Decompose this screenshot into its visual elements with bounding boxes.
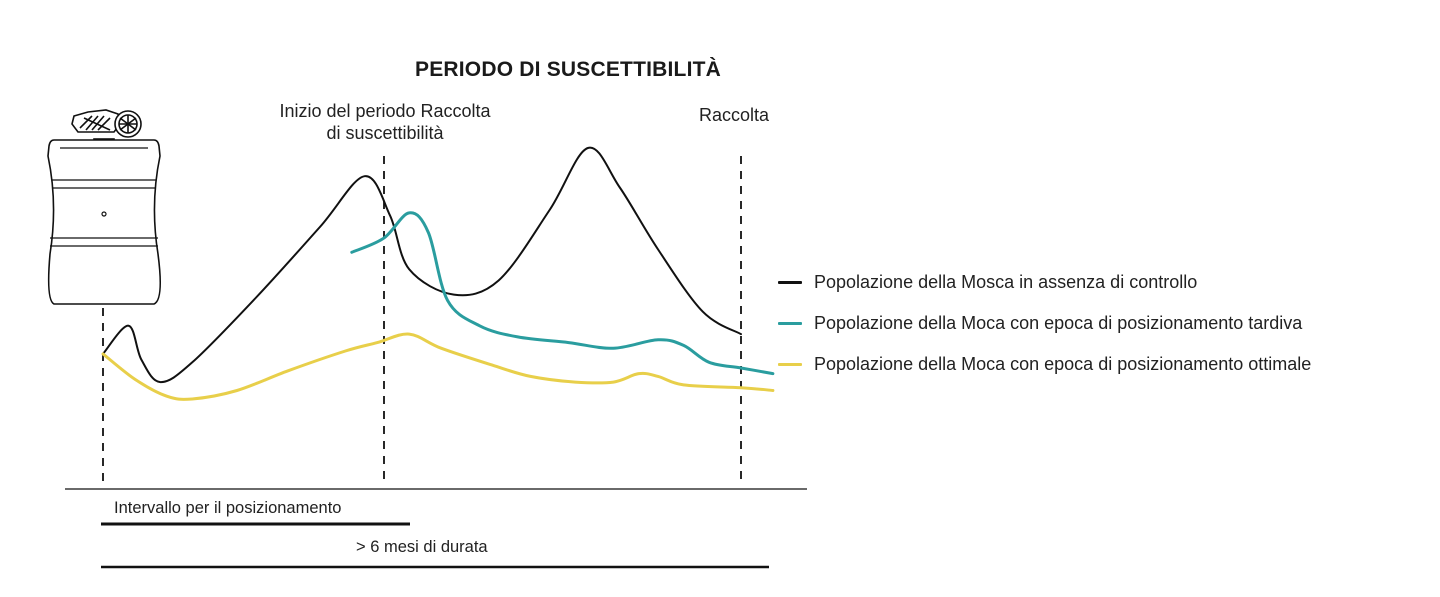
series-line-3 [101,332,775,401]
series-line-1 [102,146,742,384]
interval-label: Intervallo per il posizionamento [114,499,342,517]
legend-label: Popolazione della Moca con epoca di posi… [814,313,1303,333]
trap-icon [47,109,162,305]
legend-label: Popolazione della Moca con epoca di posi… [814,354,1312,374]
susceptibility-start-label: Inizio del periodo Raccolta di suscettibi… [240,100,530,144]
legend-label: Popolazione della Mosca in assenza di co… [814,272,1198,292]
legend: Popolazione della Mosca in assenza di co… [778,262,1311,385]
duration-label: > 6 mesi di durata [356,538,488,556]
legend-item: Popolazione della Moca con epoca di posi… [778,303,1311,344]
harvest-label: Raccolta [699,105,770,125]
series-line-2 [350,211,775,376]
legend-swatch [778,281,802,284]
legend-swatch [778,363,802,366]
legend-item: Popolazione della Mosca in assenza di co… [778,262,1311,303]
legend-swatch [778,322,802,325]
legend-item: Popolazione della Moca con epoca di posi… [778,344,1311,385]
susceptibility-start-label-text: Inizio del periodo Raccolta di suscettibi… [279,101,491,143]
page-title: PERIODO DI SUSCETTIBILITÀ [414,58,721,81]
